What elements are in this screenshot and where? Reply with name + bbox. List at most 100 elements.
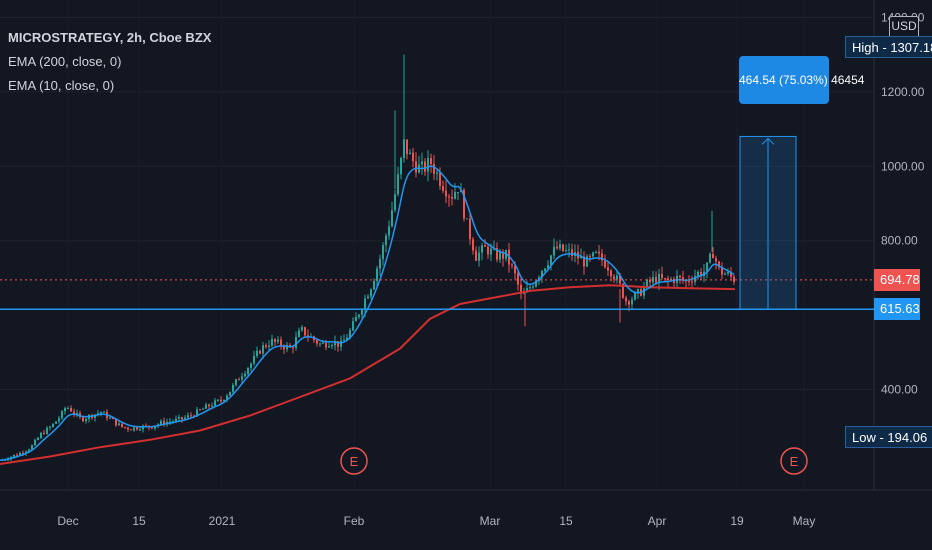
candle-body: [325, 342, 327, 348]
candle-body: [496, 248, 498, 260]
candle-body: [160, 420, 162, 425]
candle-body: [592, 252, 594, 257]
candle-body: [52, 423, 54, 427]
candle-body: [430, 157, 432, 165]
candle-body: [352, 321, 354, 331]
candle-body: [706, 262, 708, 272]
candle-body: [238, 379, 240, 381]
candle-body: [424, 161, 426, 172]
candle-body: [100, 412, 102, 414]
candle-body: [247, 368, 249, 374]
candle-body: [451, 196, 453, 199]
candle-body: [472, 239, 474, 251]
candle-body: [316, 340, 318, 344]
candle-body: [487, 246, 489, 255]
candle-body: [658, 274, 660, 283]
measure-arrow-head-icon: [761, 137, 775, 145]
candle-body: [727, 272, 729, 274]
earnings-marker[interactable]: E: [780, 447, 808, 475]
measure-tooltip[interactable]: 464.54 (75.03%) 46454: [739, 56, 864, 104]
candle-body: [277, 339, 279, 342]
legend-ema-10[interactable]: EMA (10, close, 0): [8, 78, 115, 93]
candle-body: [271, 338, 273, 346]
candle-body: [349, 330, 351, 338]
candle-body: [199, 409, 201, 411]
candle-body: [25, 451, 27, 454]
candle-body: [544, 268, 546, 271]
candle-body: [427, 157, 429, 172]
candle-body: [565, 250, 567, 252]
legend-ema-200[interactable]: EMA (200, close, 0): [8, 54, 122, 69]
candle-body: [394, 194, 396, 211]
candle-body: [562, 244, 564, 251]
level-price-label: 615.63: [874, 298, 920, 321]
candle-body: [586, 256, 588, 267]
candle-body: [517, 273, 519, 285]
candle-body: [241, 376, 243, 380]
candle-body: [397, 174, 399, 195]
candle-body: [253, 355, 255, 364]
x-tick-label: 15: [559, 514, 573, 528]
candle-body: [235, 379, 237, 385]
candle-body: [211, 405, 213, 407]
candle-body: [475, 250, 477, 261]
candle-body: [181, 417, 183, 420]
y-tick-label: 400.00: [881, 383, 918, 397]
candle-body: [76, 412, 78, 415]
candle-body: [202, 408, 204, 410]
candle-body: [367, 296, 369, 299]
chart-title[interactable]: MICROSTRATEGY, 2h, Cboe BZX: [8, 30, 212, 45]
candle-body: [220, 399, 222, 402]
candle-body: [664, 278, 666, 280]
candle-body: [478, 252, 480, 261]
candle-body: [469, 218, 471, 240]
candle-body: [214, 400, 216, 406]
candle-body: [208, 404, 210, 407]
candle-body: [319, 343, 321, 345]
y-tick-label: 800.00: [881, 234, 918, 248]
candle-body: [463, 189, 465, 219]
candle-body: [334, 341, 336, 346]
candle-body: [286, 345, 288, 350]
candle-body: [601, 253, 603, 261]
candle-body: [346, 337, 348, 340]
candle-body: [19, 452, 21, 456]
last-price-label: 694.78: [874, 268, 920, 291]
low-label-value: 194.06: [887, 430, 928, 445]
candle-body: [733, 276, 735, 283]
candle-body: [589, 256, 591, 258]
candle-body: [526, 288, 528, 293]
candle-body: [280, 339, 282, 347]
candle-body: [580, 256, 582, 259]
candle-body: [679, 275, 681, 278]
candle-body: [97, 413, 99, 415]
candle-body: [43, 432, 45, 434]
earnings-marker[interactable]: E: [340, 447, 368, 475]
candle-body: [58, 418, 60, 422]
candle-body: [127, 427, 129, 430]
grid-lines: [0, 16, 874, 391]
candle-body: [175, 418, 177, 422]
candle-body: [700, 271, 702, 277]
candle-body: [298, 330, 300, 338]
candle-body: [520, 284, 522, 294]
candle-body: [646, 279, 648, 287]
candle-body: [604, 260, 606, 268]
ema-200-line: [0, 284, 736, 465]
candle-body: [400, 157, 402, 175]
candle-body: [67, 408, 69, 410]
candle-body: [124, 426, 126, 428]
candle-body: [442, 185, 444, 191]
candle-body: [301, 327, 303, 331]
candle-body: [634, 292, 636, 300]
candle-body: [535, 280, 537, 287]
candle-body: [109, 417, 111, 419]
candle-body: [169, 421, 171, 423]
earnings-marker-circle: [340, 447, 368, 475]
candle-body: [541, 270, 543, 278]
candle-body: [49, 426, 51, 428]
chart-legend: MICROSTRATEGY, 2h, Cboe BZX EMA (200, cl…: [8, 26, 211, 98]
candle-body: [466, 218, 468, 220]
